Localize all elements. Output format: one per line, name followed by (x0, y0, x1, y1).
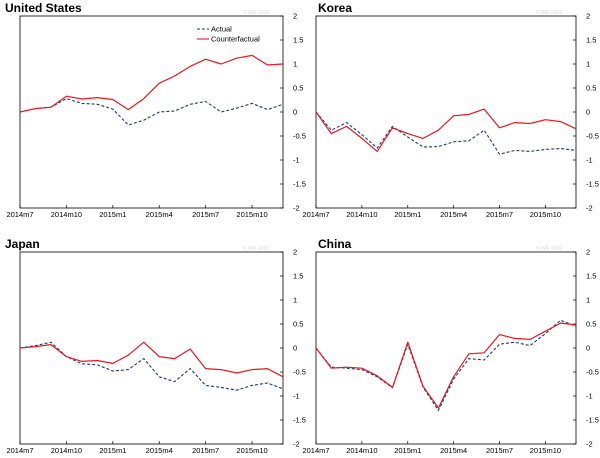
x-tick-label: 2015m7 (486, 446, 513, 455)
series-line-counterfactual (315, 108, 577, 152)
y-tick-label: 2 (293, 12, 297, 21)
y-tick-label: -1 (586, 392, 593, 401)
x-tick-label: 2015m10 (236, 210, 267, 219)
y-tick-label: 1 (586, 296, 590, 305)
y-tick-label: -1.5 (293, 416, 306, 425)
x-tick-label: 2015m10 (530, 446, 561, 455)
y-tick-label: 1 (586, 60, 590, 69)
series-line-actual (315, 111, 577, 155)
x-tick-label: 2014m7 (302, 446, 329, 455)
x-tick-label: 2015m4 (440, 210, 467, 219)
y-tick-label: 2 (293, 248, 297, 257)
y-tick-label: -1 (293, 156, 300, 165)
y-tick-label: 1.5 (293, 272, 303, 281)
x-tick-label: 2014m10 (51, 446, 82, 455)
panel-title: United States (5, 1, 82, 15)
y-tick-label: 0 (293, 344, 297, 353)
x-tick-label: 2015m7 (192, 446, 219, 455)
x-tick-label: 2014m7 (6, 210, 33, 219)
y-tick-label: 1.5 (293, 36, 303, 45)
x-tick-label: 2015m7 (192, 210, 219, 219)
y-tick-label: -0.5 (586, 368, 599, 377)
y-tick-label: 0.5 (586, 320, 596, 329)
y-tick-label: -2 (586, 204, 593, 213)
x-tick-label: 2014m7 (6, 446, 33, 455)
y-tick-label: 2 (586, 12, 590, 21)
y-tick-label: 0.5 (293, 84, 303, 93)
x-tick-label: 2015m4 (146, 446, 173, 455)
x-tick-label: 2015m4 (146, 210, 173, 219)
y-tick-label: -2 (586, 440, 593, 449)
series-line-actual (19, 98, 284, 126)
y-tick-label: -1.5 (586, 416, 599, 425)
x-tick-label: 2015m4 (440, 446, 467, 455)
x-tick-label: 2015m10 (530, 210, 561, 219)
x-tick-label: 2015m1 (394, 210, 421, 219)
x-tick-label: 2014m10 (346, 446, 377, 455)
y-tick-label: -2 (293, 440, 300, 449)
y-tick-label: 0 (586, 108, 590, 117)
series-line-counterfactual (315, 322, 577, 409)
plot-frame (315, 15, 577, 209)
chart-panel-3: China © IMF 2016 2 1.5 1 0.5 0 -0.5 -1 -1.5 -2 2014… (302, 237, 598, 455)
y-tick-label: -1 (586, 156, 593, 165)
watermark: © IMF 2016 (536, 245, 562, 252)
chart-panel-1: Korea © IMF 2016 2 1.5 1 0.5 0 -0.5 -1 -1.5 -2 2014… (302, 1, 598, 219)
y-tick-label: 1.5 (586, 272, 596, 281)
y-tick-label: 1.5 (586, 36, 596, 45)
chart-panel-0: United States © IMF 2016 2 1.5 1 0.5 0 -0.5 -1 -1… (5, 1, 306, 219)
y-tick-label: -1.5 (293, 180, 306, 189)
x-tick-label: 2015m1 (99, 446, 126, 455)
y-tick-label: -0.5 (293, 132, 306, 141)
y-tick-label: -1.5 (586, 180, 599, 189)
x-tick-label: 2015m1 (99, 210, 126, 219)
panel-title: China (318, 237, 352, 251)
plot-frame (19, 15, 284, 209)
x-tick-label: 2014m10 (51, 210, 82, 219)
series-line-actual (315, 319, 577, 411)
y-tick-label: -2 (293, 204, 300, 213)
panel-title: Japan (5, 237, 40, 251)
y-tick-label: -1 (293, 392, 300, 401)
x-tick-label: 2014m7 (302, 210, 329, 219)
legend-label: Actual (211, 25, 232, 34)
x-tick-label: 2015m10 (236, 446, 267, 455)
watermark: © IMF 2016 (243, 9, 269, 16)
plot-frame (315, 251, 577, 445)
y-tick-label: 0.5 (586, 84, 596, 93)
y-tick-label: 1 (293, 296, 297, 305)
legend-label: Counterfactual (211, 35, 260, 44)
watermark: © IMF 2016 (536, 9, 562, 16)
series-line-counterfactual (19, 341, 284, 378)
x-tick-label: 2015m7 (486, 210, 513, 219)
y-tick-label: 0.5 (293, 320, 303, 329)
panel-title: Korea (318, 1, 352, 15)
y-tick-label: 0 (586, 344, 590, 353)
y-tick-label: -0.5 (293, 368, 306, 377)
plot-frame (19, 251, 284, 445)
chart-panel-2: Japan © IMF 2016 2 1.5 1 0.5 0 -0.5 -1 -1.5 -2 2014… (5, 237, 306, 455)
x-tick-label: 2015m1 (394, 446, 421, 455)
series-line-counterfactual (19, 54, 284, 113)
y-tick-label: -0.5 (586, 132, 599, 141)
y-tick-label: 1 (293, 60, 297, 69)
x-tick-label: 2014m10 (346, 210, 377, 219)
y-tick-label: 2 (586, 248, 590, 257)
y-tick-label: 0 (293, 108, 297, 117)
watermark: © IMF 2016 (243, 245, 269, 252)
